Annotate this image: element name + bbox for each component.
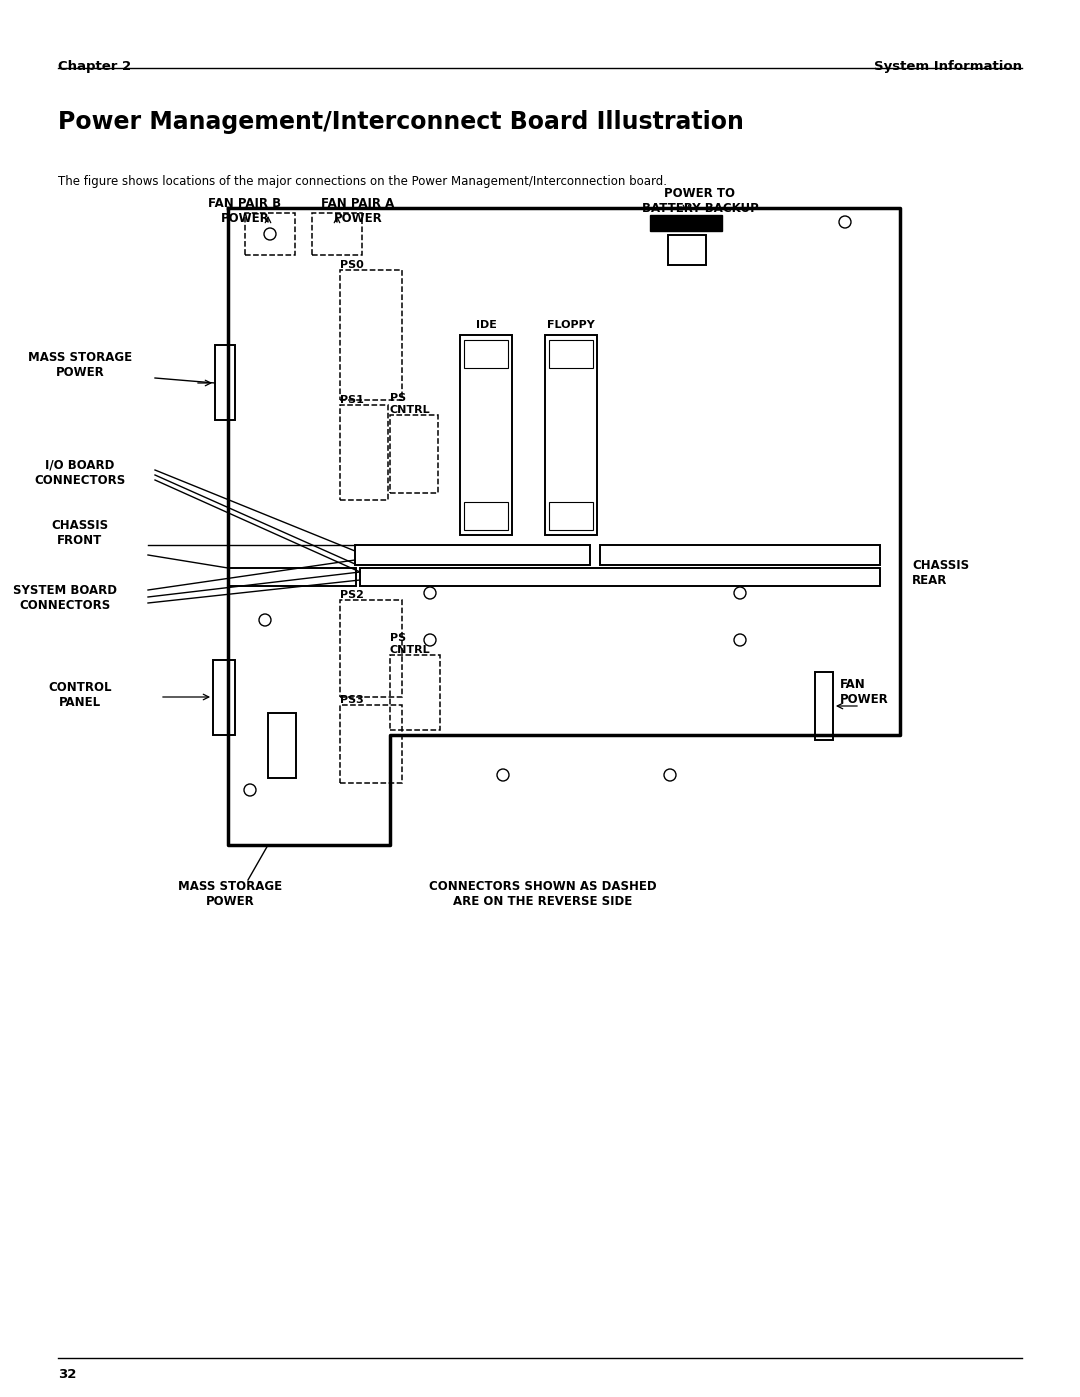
Text: PS
CNTRL: PS CNTRL — [390, 394, 431, 415]
Text: I/O BOARD
CONNECTORS: I/O BOARD CONNECTORS — [35, 460, 125, 488]
Text: PS0: PS0 — [340, 260, 364, 270]
Bar — [215, 345, 235, 420]
Text: PS
CNTRL: PS CNTRL — [390, 633, 431, 655]
Text: MASS STORAGE
POWER: MASS STORAGE POWER — [28, 351, 132, 379]
Text: CHASSIS
REAR: CHASSIS REAR — [912, 559, 969, 587]
Text: SYSTEM BOARD
CONNECTORS: SYSTEM BOARD CONNECTORS — [13, 584, 117, 612]
Bar — [549, 502, 593, 529]
Bar — [600, 545, 880, 564]
Text: PS1: PS1 — [340, 395, 364, 405]
Text: Chapter 2: Chapter 2 — [58, 60, 131, 73]
Text: PS2: PS2 — [340, 590, 364, 599]
Bar — [312, 212, 362, 256]
Text: 32: 32 — [58, 1368, 77, 1382]
Bar — [549, 339, 593, 367]
Bar — [390, 655, 440, 731]
Bar — [650, 215, 723, 231]
Bar — [545, 335, 597, 535]
Text: FLOPPY: FLOPPY — [548, 320, 595, 330]
Text: FAN
POWER: FAN POWER — [840, 678, 889, 705]
Text: MASS STORAGE
POWER: MASS STORAGE POWER — [178, 880, 282, 908]
Bar — [360, 569, 880, 585]
Text: The figure shows locations of the major connections on the Power Management/Inte: The figure shows locations of the major … — [58, 175, 667, 189]
Bar — [340, 705, 402, 782]
Bar — [390, 415, 438, 493]
Text: FAN PAIR B
POWER: FAN PAIR B POWER — [208, 197, 282, 225]
Text: Power Management/Interconnect Board Illustration: Power Management/Interconnect Board Illu… — [58, 110, 744, 134]
Text: System Information: System Information — [874, 60, 1022, 73]
Bar — [464, 339, 508, 367]
Bar — [213, 659, 235, 735]
Bar — [228, 569, 356, 585]
Bar — [355, 545, 590, 564]
Bar — [669, 235, 706, 265]
Text: CONTROL
PANEL: CONTROL PANEL — [49, 680, 111, 710]
Bar — [340, 405, 388, 500]
Bar — [340, 270, 402, 400]
Bar — [268, 712, 296, 778]
Text: PS3: PS3 — [340, 694, 364, 705]
Bar — [464, 502, 508, 529]
Bar — [340, 599, 402, 697]
Text: POWER TO
BATTERY BACKUP: POWER TO BATTERY BACKUP — [642, 187, 758, 215]
Text: CHASSIS
FRONT: CHASSIS FRONT — [52, 520, 109, 548]
Text: CONNECTORS SHOWN AS DASHED
ARE ON THE REVERSE SIDE: CONNECTORS SHOWN AS DASHED ARE ON THE RE… — [429, 880, 657, 908]
Bar — [245, 212, 295, 256]
Bar — [460, 335, 512, 535]
Bar — [815, 672, 833, 740]
Text: FAN PAIR A
POWER: FAN PAIR A POWER — [322, 197, 394, 225]
Text: IDE: IDE — [475, 320, 497, 330]
